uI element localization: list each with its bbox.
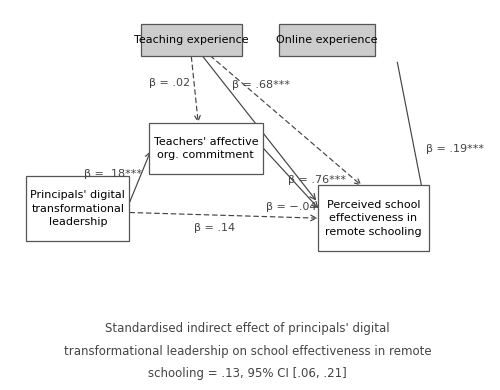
Text: Perceived school
effectiveness in
remote schooling: Perceived school effectiveness in remote… (325, 200, 422, 237)
Text: β = .18***: β = .18*** (84, 170, 142, 179)
Text: Teachers' affective
org. commitment: Teachers' affective org. commitment (154, 137, 258, 160)
Text: transformational leadership on school effectiveness in remote: transformational leadership on school ef… (64, 344, 432, 358)
Text: β = .68***: β = .68*** (232, 80, 290, 90)
Text: β = .76***: β = .76*** (288, 174, 346, 184)
FancyBboxPatch shape (149, 123, 262, 174)
FancyBboxPatch shape (278, 24, 374, 56)
Text: β = −.04: β = −.04 (266, 202, 317, 213)
FancyBboxPatch shape (318, 185, 429, 251)
Text: β = .19***: β = .19*** (426, 144, 484, 154)
Text: β = .02: β = .02 (149, 78, 190, 89)
Text: Teaching experience: Teaching experience (134, 35, 248, 45)
Text: Principals' digital
transformational
leadership: Principals' digital transformational lea… (30, 190, 125, 227)
Text: Standardised indirect effect of principals' digital: Standardised indirect effect of principa… (106, 322, 390, 335)
Text: Online experience: Online experience (276, 35, 378, 45)
Text: schooling = .13, 95% CI [.06, .21]: schooling = .13, 95% CI [.06, .21] (148, 367, 347, 380)
Text: β = .14: β = .14 (194, 223, 234, 233)
FancyBboxPatch shape (140, 24, 241, 56)
FancyBboxPatch shape (26, 176, 130, 241)
